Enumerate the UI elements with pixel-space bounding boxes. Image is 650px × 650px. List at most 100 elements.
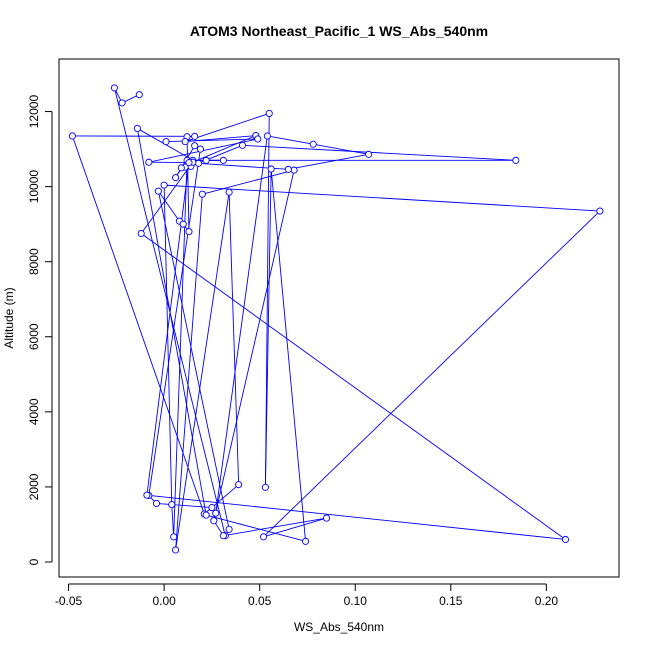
data-point: [110, 84, 118, 92]
data-point: [235, 481, 243, 489]
data-point: [212, 509, 220, 517]
data-point: [208, 504, 216, 512]
data-point: [152, 499, 161, 507]
x-axis-label: WS_Abs_540nm: [294, 620, 384, 634]
data-point: [323, 514, 331, 522]
y-axis: 0 2000 4000 6000 8000 10000 12000: [27, 95, 53, 565]
x-tick-label: -0.05: [55, 594, 83, 608]
line-segment: [158, 190, 180, 222]
data-point: [191, 142, 199, 150]
y-tick-label: 10000: [27, 170, 41, 204]
data-point: [302, 537, 310, 545]
line-segment: [136, 128, 207, 516]
data-point: [219, 156, 227, 164]
data-point: [162, 138, 170, 146]
x-tick-label: 0.15: [439, 594, 463, 608]
line-segment: [71, 135, 205, 515]
data-point: [145, 158, 153, 166]
line-segment: [175, 192, 230, 551]
data-point: [259, 533, 268, 541]
series-line: [71, 87, 601, 551]
line-segment: [267, 135, 314, 145]
y-tick-label: 6000: [27, 323, 41, 350]
data-point: [135, 91, 143, 99]
data-point: [185, 159, 193, 167]
data-point: [68, 132, 76, 140]
y-tick-label: 0: [27, 558, 41, 565]
line-segment: [166, 138, 258, 143]
data-point: [154, 187, 162, 195]
x-tick-label: 0.05: [248, 594, 272, 608]
data-point: [238, 141, 247, 149]
data-point: [143, 491, 151, 499]
line-segment: [215, 135, 268, 514]
data-point: [210, 517, 218, 525]
line-segment: [146, 494, 566, 540]
x-tick-label: 0.10: [344, 594, 368, 608]
line-segment: [263, 517, 327, 538]
line-segment: [156, 502, 212, 509]
data-point: [225, 188, 233, 196]
plot-frame: [58, 58, 620, 578]
chart-title: ATOM3 Northeast_Pacific_1 WS_Abs_540nm: [190, 23, 488, 39]
line-segment: [171, 504, 175, 537]
line-segment: [148, 149, 201, 496]
data-point: [168, 501, 176, 509]
series-points: [68, 84, 604, 554]
line-segment: [185, 113, 270, 143]
data-point: [365, 150, 373, 158]
data-point: [267, 165, 275, 173]
line-segment: [206, 514, 306, 542]
data-point: [133, 124, 141, 132]
x-tick-label: 0.20: [535, 594, 559, 608]
data-point: [191, 132, 199, 140]
line-segment: [242, 144, 516, 161]
data-point: [170, 533, 178, 541]
line-segment: [186, 136, 190, 232]
line-segment: [175, 194, 203, 551]
data-point: [265, 109, 273, 117]
line-segment: [157, 191, 230, 530]
y-tick-label: 4000: [27, 398, 41, 425]
line-segment: [313, 143, 369, 155]
line-segment: [202, 169, 295, 195]
line-segment: [263, 210, 601, 538]
data-point: [261, 483, 269, 491]
data-point: [596, 207, 604, 215]
x-tick-label: 0.00: [152, 594, 176, 608]
y-tick-label: 12000: [27, 95, 41, 129]
data-point: [181, 138, 189, 146]
line-segment: [146, 162, 190, 496]
y-tick-label: 2000: [27, 473, 41, 500]
x-axis: -0.05 0.00 0.05 0.10 0.15 0.20: [55, 583, 559, 608]
data-point: [172, 174, 180, 182]
data-point: [172, 546, 180, 554]
y-tick-label: 8000: [27, 248, 41, 275]
data-point: [263, 132, 271, 140]
line-segment: [192, 135, 257, 163]
line-segment: [164, 184, 600, 212]
y-axis-label: Altitude (m): [2, 287, 16, 348]
data-point: [185, 228, 193, 236]
line-segment: [213, 170, 295, 521]
line-segment: [288, 153, 369, 170]
data-point: [202, 156, 210, 164]
data-point: [198, 190, 206, 198]
data-point: [309, 140, 317, 148]
data-point: [202, 511, 210, 519]
line-segment: [163, 185, 173, 505]
data-point: [177, 164, 185, 172]
data-point: [118, 99, 126, 107]
line-segment: [140, 233, 566, 540]
data-point: [284, 165, 292, 173]
data-point: [137, 229, 145, 238]
line-segment: [228, 192, 240, 485]
data-point: [561, 535, 570, 544]
data-point: [290, 166, 298, 174]
line-segment: [270, 168, 307, 542]
data-point: [194, 159, 203, 167]
line-segment: [223, 517, 327, 537]
line-segment: [264, 113, 270, 488]
data-point: [160, 181, 168, 189]
